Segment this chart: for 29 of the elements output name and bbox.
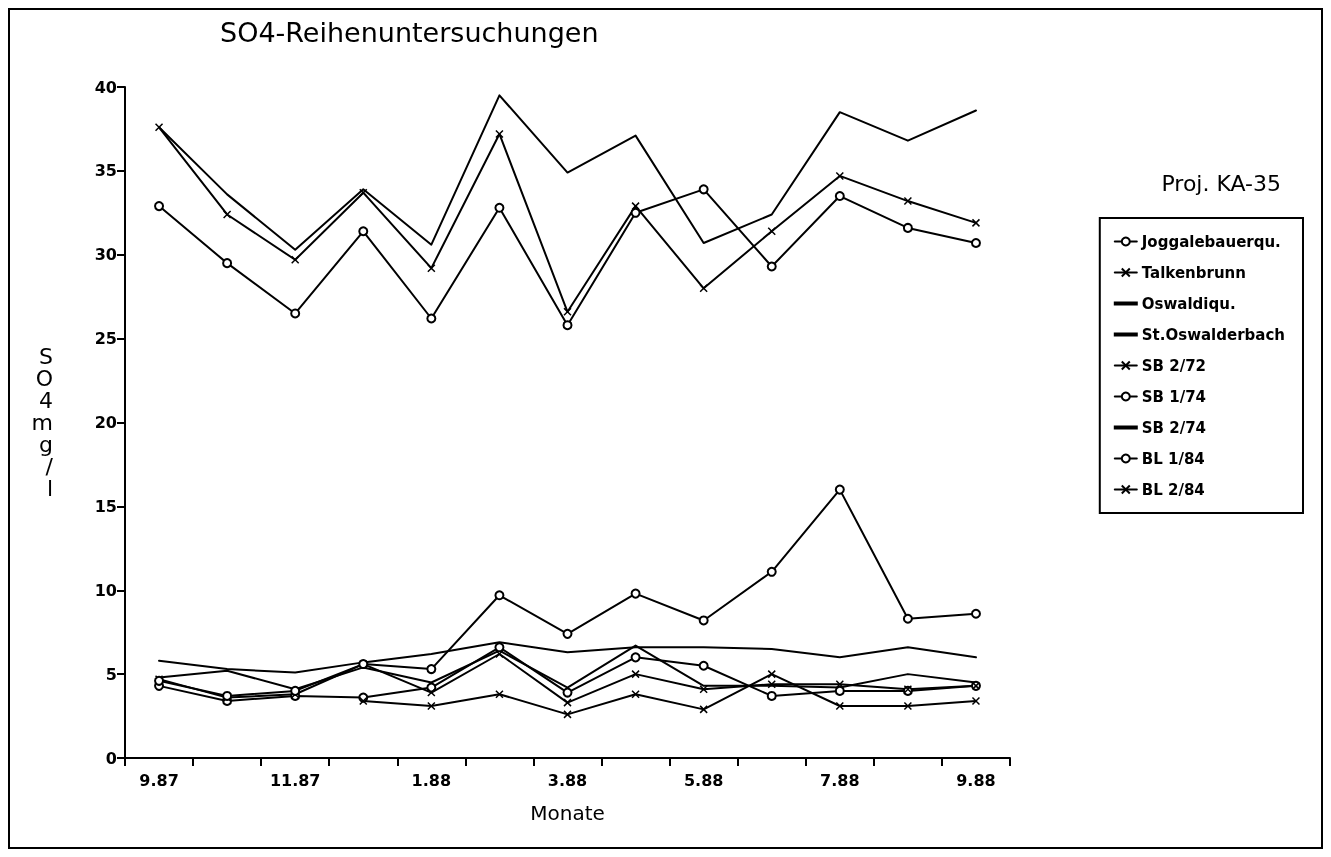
y-tick-label: 25	[94, 329, 117, 349]
legend-label: St.Oswalderbach	[1141, 325, 1286, 344]
x-tick-label: 5.88	[683, 770, 724, 790]
x-tick-label: 7.88	[820, 770, 860, 790]
y-tick-label: 30	[94, 245, 117, 265]
x-axis-title: Monate	[530, 801, 605, 825]
x-tick-label: 9.88	[956, 770, 996, 790]
legend-label: SB 2/72	[1141, 356, 1207, 375]
x-tick-label: 9.87	[139, 770, 179, 790]
x-tick-label: 3.88	[547, 770, 588, 790]
x-tick-label: 11.87	[269, 770, 321, 790]
legend-label: BL 1/84	[1141, 449, 1205, 468]
legend-label: SB 2/74	[1141, 418, 1207, 437]
y-tick-label: 10	[94, 580, 117, 600]
y-tick-label: 0	[105, 748, 117, 768]
chart-title: SO4-Reihenuntersuchungen	[220, 17, 599, 48]
legend-label: Oswaldiqu.	[1141, 294, 1236, 313]
y-axis-title: SO4 mg/l	[31, 344, 54, 501]
y-tick-label: 40	[94, 77, 117, 97]
legend-label: Talkenbrunn	[1141, 263, 1246, 282]
y-tick-label: 35	[94, 161, 117, 181]
y-tick-label: 15	[94, 496, 117, 516]
y-tick-label: 5	[105, 664, 117, 684]
legend-title: Proj. KA-35	[1161, 170, 1282, 196]
legend-label: BL 2/84	[1141, 480, 1205, 499]
legend-label: SB 1/74	[1141, 387, 1207, 406]
legend-label: Joggalebauerqu.	[1140, 232, 1281, 251]
x-tick-label: 1.88	[411, 770, 452, 790]
y-tick-label: 20	[94, 413, 117, 432]
